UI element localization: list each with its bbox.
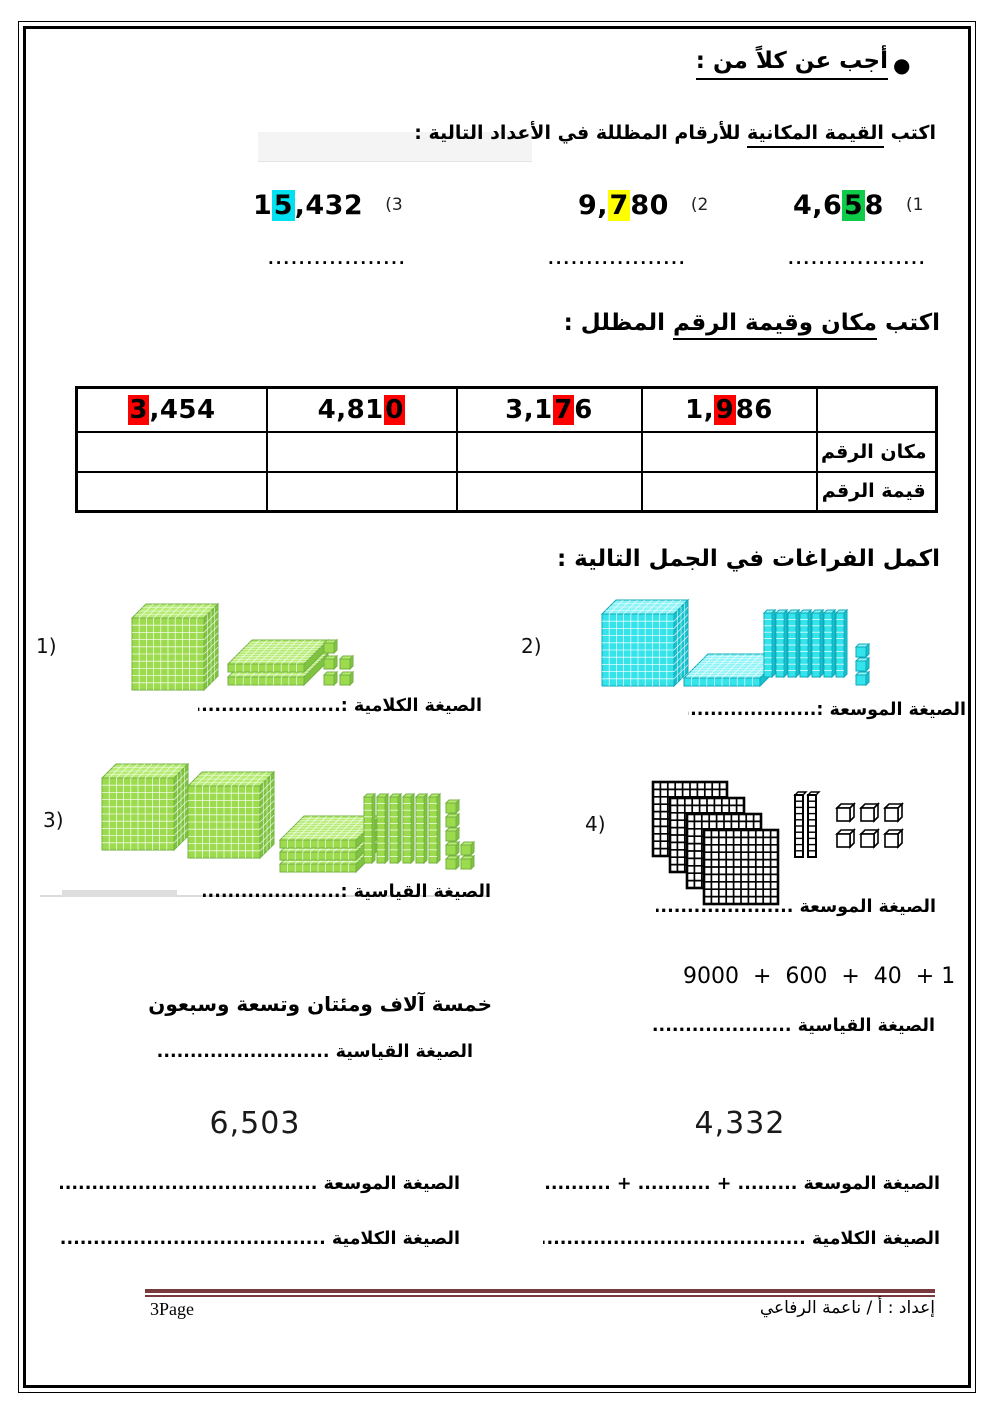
highlighted-digit: 9 — [714, 394, 736, 425]
highlighted-digit: 7 — [608, 190, 631, 221]
footer-divider-thin — [145, 1295, 935, 1297]
place-value-table: 3,454 4,810 3,176 1,986 مكان الرقم قيمة … — [75, 386, 938, 513]
section3-heading: اكمل الفراغات في الجمل التالية : — [556, 546, 940, 572]
answer-blank-1: .............................. — [788, 250, 923, 268]
highlighted-digit: 3 — [127, 394, 150, 425]
table-row-value: قيمة الرقم — [75, 470, 938, 513]
row-label-place: مكان الرقم — [815, 430, 938, 473]
number-value: 15,432 — [253, 190, 364, 221]
problem-4-number: 4) — [585, 812, 606, 836]
table-number-cell: 4,810 — [265, 386, 458, 433]
page-border-inner — [23, 26, 971, 1388]
footer-divider — [145, 1289, 935, 1297]
highlighted-digit: 5 — [842, 190, 865, 221]
section1-instruction: اكتب القيمة المكانية للأرقام المظللة في … — [414, 122, 936, 148]
footer-page-number: 3Page — [150, 1299, 194, 1319]
answer-cell — [75, 430, 268, 473]
problem-2-label: الصيغة الموسعة :........................… — [688, 700, 966, 720]
question-item-1: 4,658 (1 — [793, 190, 923, 221]
answer-cell — [265, 430, 458, 473]
page-title: أجب عن كلاً من : — [695, 48, 888, 80]
problem-1-number: 1) — [36, 634, 57, 658]
table-number-cell: 3,454 — [75, 386, 268, 433]
right-verbal-label: الصيغة الكلامية ........................… — [543, 1229, 940, 1249]
left-expanded-label: الصيغة الموسعة .........................… — [60, 1174, 460, 1194]
problem-3-label: الصيغة القياسية :.......................… — [203, 882, 491, 902]
page-border-outer — [18, 21, 976, 1393]
expanded-expression: 9000 + 600 + 40 + 1 — [683, 964, 956, 989]
word-problem-text: خمسة آلاف ومئتان وتسعة وسبعون — [148, 992, 492, 1016]
highlighted-digit: 7 — [552, 394, 575, 425]
highlighted-digit: 5 — [272, 190, 295, 221]
expanded-problem-label: الصيغة القياسية ........................… — [653, 1016, 935, 1036]
scan-artifact-smudge — [62, 890, 177, 897]
number-value: 4,658 — [793, 190, 884, 221]
item-marker: (2 — [690, 195, 709, 215]
table-number-cell: 1,986 — [640, 386, 818, 433]
answer-cell — [455, 470, 643, 513]
answer-blank-2: .............................. — [548, 250, 683, 268]
left-verbal-label: الصيغة الكلامية ........................… — [60, 1229, 460, 1249]
number-problem-right: 4,332 — [694, 1106, 786, 1141]
item-marker: (3 — [385, 195, 403, 215]
answer-cell — [455, 430, 643, 473]
footer-prepared-by: إعداد : أ / ناعمة الرفاعي — [759, 1298, 935, 1318]
problem-4-label: الصيغة الموسعة .........................… — [656, 897, 936, 917]
base-ten-blocks-4 — [651, 780, 904, 906]
table-number-cell: 3,176 — [455, 386, 643, 433]
instruction-post: للأرقام المظللة في الأعداد التالية : — [414, 122, 748, 144]
table-row-place: مكان الرقم — [75, 430, 938, 473]
bullet-icon: ● — [893, 53, 911, 77]
answer-blank-3: .............................. — [268, 250, 403, 268]
number-problem-left: 6,503 — [209, 1106, 301, 1141]
base-ten-blocks-1 — [130, 602, 355, 692]
problem-3-number: 3) — [43, 808, 64, 832]
item-marker: (1 — [905, 195, 924, 215]
answer-cell — [265, 470, 458, 513]
highlighted-digit: 0 — [383, 394, 406, 425]
base-ten-blocks-2 — [600, 598, 871, 688]
right-expanded-label: الصيغة الموسعة ............. + .........… — [543, 1174, 940, 1194]
answer-cell — [640, 430, 818, 473]
question-item-3: 15,432 (3 — [253, 190, 403, 221]
problem-2-number: 2) — [521, 634, 542, 658]
scan-artifact-line — [40, 895, 490, 897]
instruction-pre: اكتب — [883, 122, 936, 144]
answer-cell — [640, 470, 818, 513]
answer-cell — [75, 470, 268, 513]
base-ten-blocks-3 — [100, 762, 476, 874]
scan-artifact-highlight — [258, 132, 532, 162]
number-value: 9,780 — [578, 190, 669, 221]
table-row-numbers: 3,454 4,810 3,176 1,986 — [75, 386, 938, 433]
table-corner-cell — [815, 386, 938, 433]
footer-divider-thick — [145, 1289, 935, 1293]
problem-1-label: الصيغة الكلامية :.......................… — [198, 696, 482, 716]
question-item-2: 9,780 (2 — [578, 190, 708, 221]
row-label-value: قيمة الرقم — [815, 470, 938, 513]
section2-heading: اكتب مكان وقيمة الرقم المظلل : — [564, 310, 940, 340]
word-problem-label: الصيغة القياسية ........................… — [158, 1042, 473, 1062]
instruction-underlined: القيمة المكانية — [747, 122, 884, 148]
